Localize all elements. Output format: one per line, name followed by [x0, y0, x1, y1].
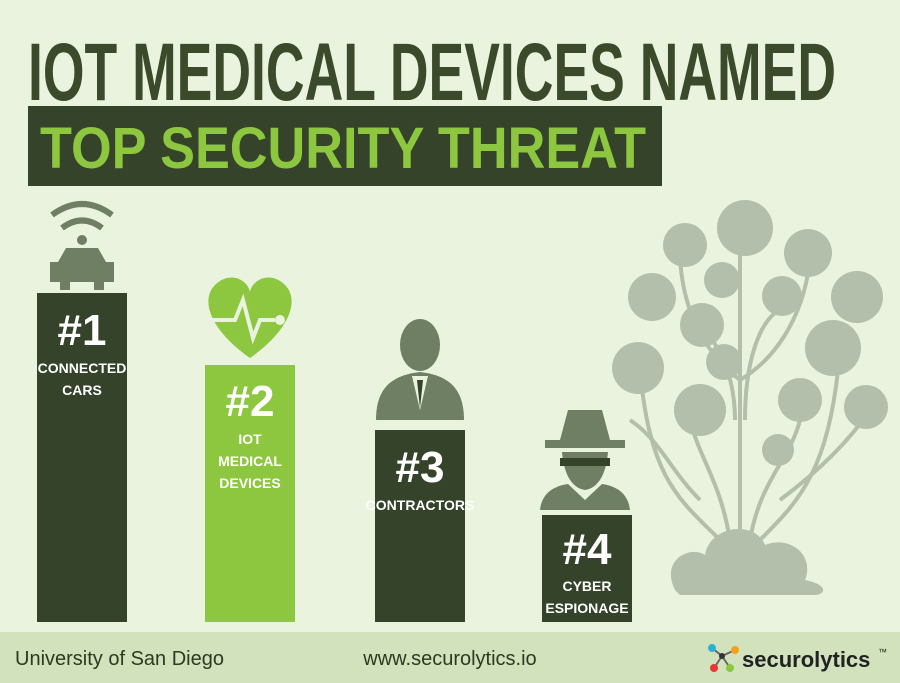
footer [0, 632, 900, 683]
spy-icon [540, 410, 630, 510]
brand-name: securolytics [742, 647, 870, 672]
title: IOT MEDICAL DEVICES NAMED [28, 27, 836, 118]
subtitle-box [28, 106, 662, 186]
rank-bar [542, 515, 632, 622]
rank-number: #4 [563, 525, 612, 574]
car-icon [50, 201, 114, 290]
rank-bar [205, 365, 295, 622]
footer-url: www.securolytics.io [362, 648, 536, 670]
brand-logo [708, 644, 739, 672]
rank-bar [375, 430, 465, 622]
device-tree [612, 200, 888, 595]
rank-label: MEDICAL [218, 453, 282, 469]
person-icon [376, 319, 464, 420]
rank-number: #1 [58, 306, 107, 355]
subtitle: TOP SECURITY THREAT [40, 116, 646, 181]
heart-icon [205, 277, 292, 358]
trademark: ™ [878, 647, 887, 657]
rank-label: IOT [238, 431, 262, 447]
rank-label: CONNECTED [38, 360, 127, 376]
rank-label: CONTRACTORS [366, 497, 475, 513]
rank-label: DEVICES [219, 475, 280, 491]
rank-number: #3 [396, 443, 445, 492]
rank-label: CARS [62, 382, 102, 398]
rank-label: ESPIONAGE [545, 600, 628, 616]
footer-source: University of San Diego [15, 648, 224, 670]
rank-number: #2 [226, 377, 275, 426]
rank-label: CYBER [562, 578, 611, 594]
rank-bar [37, 293, 127, 622]
